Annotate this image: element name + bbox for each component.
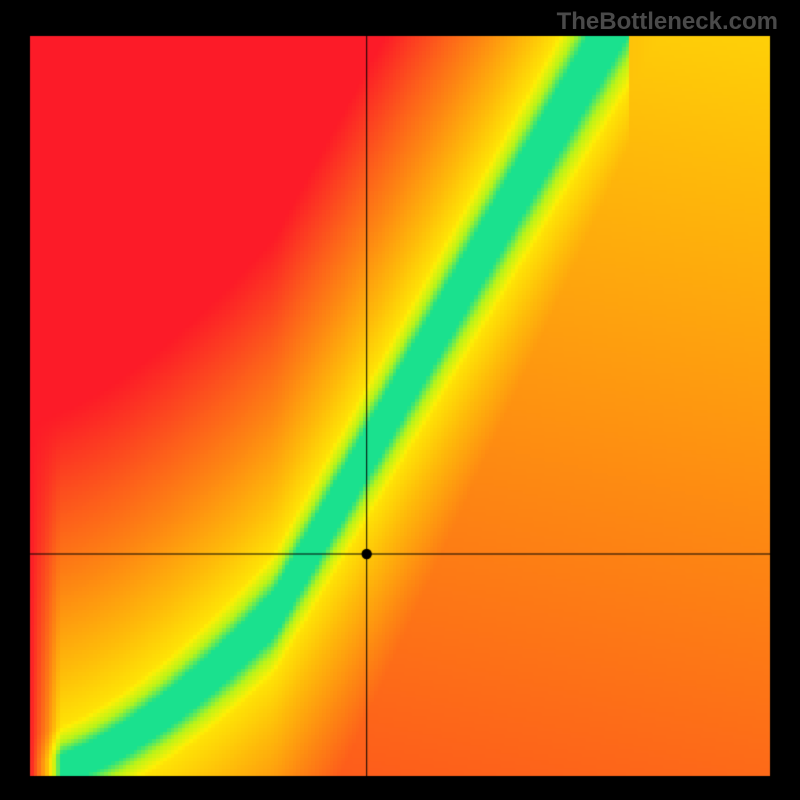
- watermark-label: TheBottleneck.com: [557, 8, 778, 36]
- bottleneck-heatmap: [0, 0, 800, 800]
- chart-container: TheBottleneck.com: [0, 0, 800, 800]
